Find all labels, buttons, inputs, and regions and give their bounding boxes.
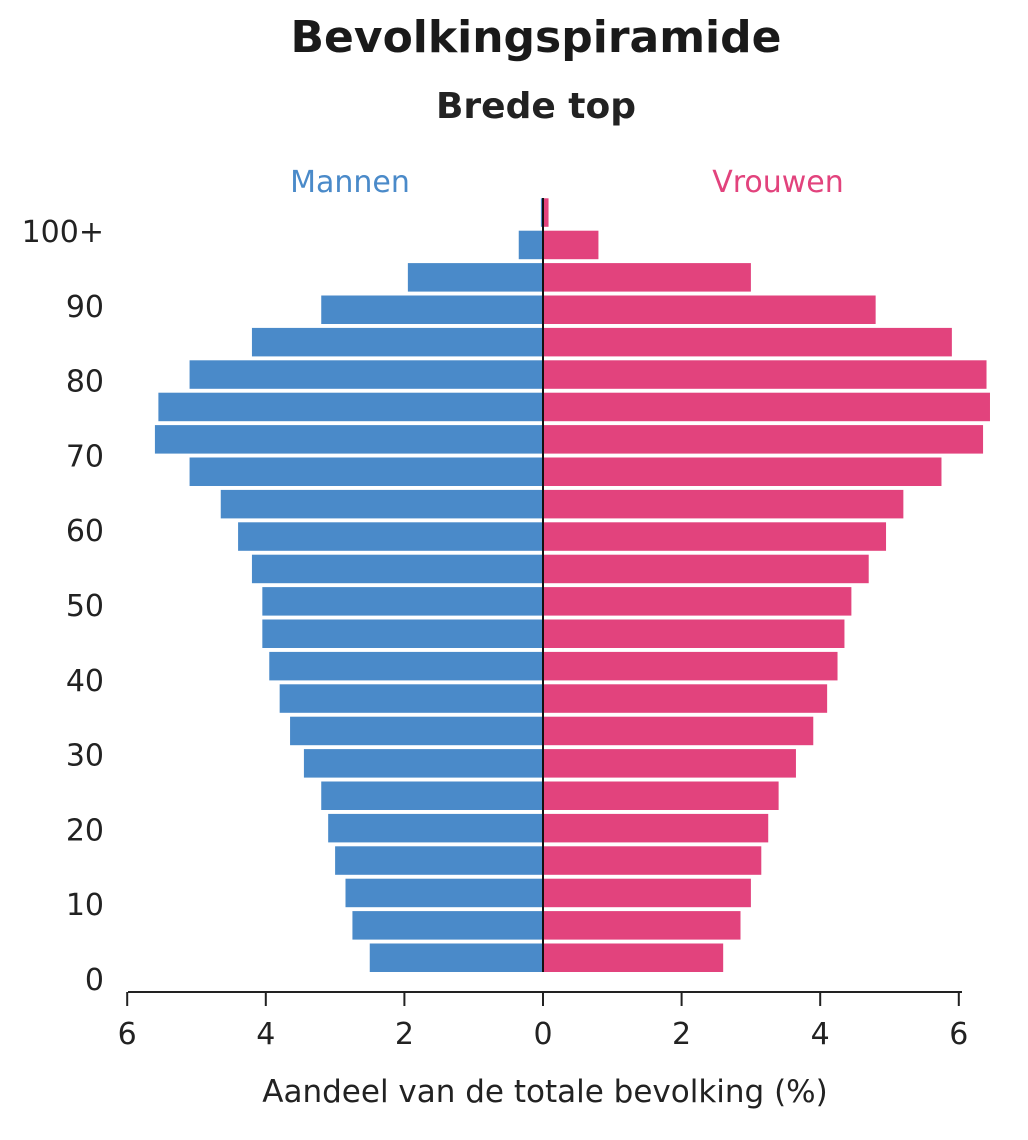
bar-mannen-13 xyxy=(238,522,543,551)
bar-vrouwen-22 xyxy=(543,230,599,260)
bar-vrouwen-16 xyxy=(543,425,984,454)
chart-title: Bevolkingspiramide xyxy=(290,12,782,63)
y-tick-label: 70 xyxy=(66,439,104,474)
x-tick-label: 6 xyxy=(118,1017,137,1052)
bar-mannen-12 xyxy=(251,554,543,584)
bar-vrouwen-3 xyxy=(543,846,762,875)
x-axis-ticks: 6 4 2 0 2 4 6 xyxy=(118,992,968,1052)
y-axis-ticks: 0 10 20 30 40 50 60 70 80 90 100+ xyxy=(22,215,104,998)
x-tick-label: 4 xyxy=(256,1017,275,1052)
bar-mannen-17 xyxy=(158,392,543,422)
bar-mannen-18 xyxy=(189,360,543,389)
x-tick-label: 2 xyxy=(672,1017,691,1052)
bar-vrouwen-15 xyxy=(543,457,942,486)
bar-mannen-10 xyxy=(262,619,543,648)
bar-mannen-6 xyxy=(303,749,543,778)
bar-mannen-0 xyxy=(369,943,543,972)
bar-vrouwen-14 xyxy=(543,489,904,519)
x-tick-label: 0 xyxy=(533,1017,552,1052)
bar-mannen-5 xyxy=(321,781,543,810)
bar-mannen-16 xyxy=(154,425,544,454)
bar-vrouwen-1 xyxy=(543,911,741,940)
x-tick-label: 4 xyxy=(811,1017,830,1052)
y-tick-label: 0 xyxy=(85,963,104,998)
bar-vrouwen-7 xyxy=(543,716,814,746)
bar-mannen-8 xyxy=(279,684,543,713)
female-bars xyxy=(543,198,990,972)
y-tick-label: 80 xyxy=(66,365,104,400)
y-tick-label: 60 xyxy=(66,514,104,549)
bar-mannen-20 xyxy=(321,295,543,324)
y-tick-label: 10 xyxy=(66,888,104,923)
bar-vrouwen-8 xyxy=(543,684,828,713)
bar-vrouwen-11 xyxy=(543,587,852,616)
y-tick-label: 30 xyxy=(66,739,104,774)
bar-mannen-23 xyxy=(540,198,543,227)
y-tick-label: 50 xyxy=(66,589,104,624)
bar-vrouwen-10 xyxy=(543,619,845,648)
bar-vrouwen-21 xyxy=(543,263,751,292)
bar-mannen-3 xyxy=(335,846,543,875)
bar-vrouwen-2 xyxy=(543,878,751,908)
x-tick-label: 6 xyxy=(949,1017,968,1052)
y-tick-label: 20 xyxy=(66,813,104,848)
bar-vrouwen-4 xyxy=(543,813,769,843)
bar-mannen-4 xyxy=(328,813,543,843)
bar-mannen-22 xyxy=(518,230,543,260)
bar-mannen-19 xyxy=(251,327,543,357)
bar-mannen-2 xyxy=(345,878,543,908)
bar-mannen-9 xyxy=(269,651,543,681)
legend-mannen: Mannen xyxy=(290,165,410,200)
bar-vrouwen-12 xyxy=(543,554,869,584)
bar-vrouwen-20 xyxy=(543,295,876,324)
bar-vrouwen-18 xyxy=(543,360,987,389)
bar-mannen-11 xyxy=(262,587,543,616)
bar-vrouwen-23 xyxy=(543,198,549,227)
bar-vrouwen-17 xyxy=(543,392,990,422)
bar-mannen-1 xyxy=(352,911,543,940)
bar-vrouwen-9 xyxy=(543,651,838,681)
y-tick-label: 90 xyxy=(66,290,104,325)
bar-vrouwen-19 xyxy=(543,327,952,357)
x-axis-label: Aandeel van de totale bevolking (%) xyxy=(262,1074,827,1110)
male-bars xyxy=(154,198,544,972)
y-tick-label: 100+ xyxy=(22,215,104,250)
bar-vrouwen-6 xyxy=(543,749,796,778)
bar-vrouwen-0 xyxy=(543,943,724,972)
bar-mannen-15 xyxy=(189,457,543,486)
bar-vrouwen-5 xyxy=(543,781,779,810)
legend-vrouwen: Vrouwen xyxy=(712,165,844,200)
bar-vrouwen-13 xyxy=(543,522,887,551)
x-tick-label: 2 xyxy=(395,1017,414,1052)
bar-mannen-14 xyxy=(220,489,543,519)
bar-mannen-7 xyxy=(290,716,543,746)
y-tick-label: 40 xyxy=(66,664,104,699)
bar-mannen-21 xyxy=(407,263,543,292)
chart-subtitle: Brede top xyxy=(435,86,637,127)
